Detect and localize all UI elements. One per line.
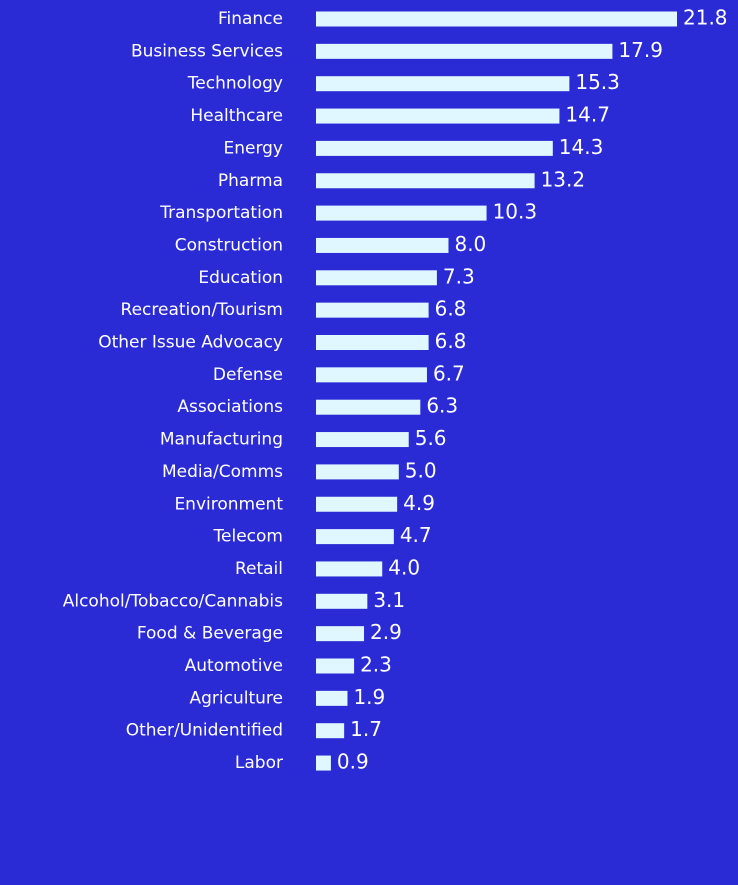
- category-label: Alcohol/Tobacco/Cannabis: [63, 591, 283, 611]
- value-label: 21.8: [683, 6, 728, 30]
- value-label: 0.9: [337, 750, 369, 774]
- value-label: 4.7: [400, 523, 432, 547]
- bar: [316, 302, 429, 318]
- bar: [316, 11, 677, 27]
- category-label: Finance: [218, 9, 283, 29]
- bar: [316, 432, 409, 448]
- category-label: Transportation: [159, 203, 283, 223]
- category-label: Other Issue Advocacy: [98, 333, 283, 353]
- bar: [316, 335, 429, 350]
- value-label: 10.3: [493, 200, 538, 224]
- bar: [316, 755, 331, 771]
- bar: [316, 270, 437, 286]
- category-label: Labor: [235, 753, 283, 773]
- bar: [316, 205, 487, 221]
- value-label: 4.9: [403, 491, 435, 515]
- value-label: 1.9: [353, 685, 385, 709]
- value-label: 3.1: [373, 588, 405, 612]
- bar: [316, 43, 613, 59]
- bar: [316, 593, 368, 609]
- bar: [316, 658, 355, 674]
- bar: [316, 723, 345, 739]
- category-label: Technology: [187, 74, 283, 94]
- bar: [316, 561, 383, 577]
- category-label: Telecom: [213, 527, 283, 547]
- bar: [316, 690, 348, 706]
- category-label: Construction: [175, 235, 283, 255]
- category-label: Automotive: [185, 656, 283, 676]
- value-label: 1.7: [350, 717, 382, 741]
- bar: [316, 237, 449, 253]
- bar: [316, 367, 427, 383]
- value-label: 17.9: [618, 38, 663, 62]
- value-label: 8.0: [454, 232, 486, 256]
- bar: [316, 173, 535, 189]
- bar: [316, 496, 398, 512]
- category-label: Food & Beverage: [137, 624, 283, 644]
- category-label: Retail: [235, 559, 283, 579]
- category-label: Environment: [174, 494, 283, 514]
- bar: [316, 626, 365, 642]
- bar: [316, 108, 560, 124]
- value-label: 15.3: [575, 70, 620, 94]
- bar: [316, 76, 570, 92]
- category-label: Healthcare: [190, 106, 283, 126]
- value-label: 7.3: [443, 264, 475, 288]
- category-label: Recreation/Tourism: [121, 300, 283, 320]
- category-label: Manufacturing: [160, 430, 283, 450]
- value-label: 6.8: [435, 297, 467, 321]
- value-label: 2.3: [360, 653, 392, 677]
- bar: [316, 399, 421, 415]
- bar: [316, 140, 553, 156]
- value-label: 6.3: [426, 394, 458, 418]
- bar: [316, 529, 394, 545]
- category-label: Media/Comms: [162, 462, 283, 482]
- category-label: Education: [198, 268, 283, 288]
- value-label: 5.0: [405, 458, 437, 482]
- category-label: Pharma: [218, 171, 283, 191]
- value-label: 14.3: [559, 135, 604, 159]
- category-label: Other/Unidentified: [126, 721, 283, 741]
- value-label: 5.6: [415, 426, 447, 450]
- value-label: 6.8: [435, 329, 467, 353]
- category-label: Agriculture: [190, 688, 284, 708]
- value-label: 14.7: [565, 103, 610, 127]
- category-label: Associations: [177, 397, 283, 417]
- value-label: 13.2: [541, 167, 586, 191]
- value-label: 6.7: [433, 361, 465, 385]
- bar: [316, 464, 399, 480]
- category-label: Business Services: [131, 41, 283, 61]
- category-label: Defense: [213, 365, 283, 385]
- value-label: 2.9: [370, 620, 402, 644]
- value-label: 4.0: [388, 555, 420, 579]
- category-label: Energy: [223, 138, 283, 158]
